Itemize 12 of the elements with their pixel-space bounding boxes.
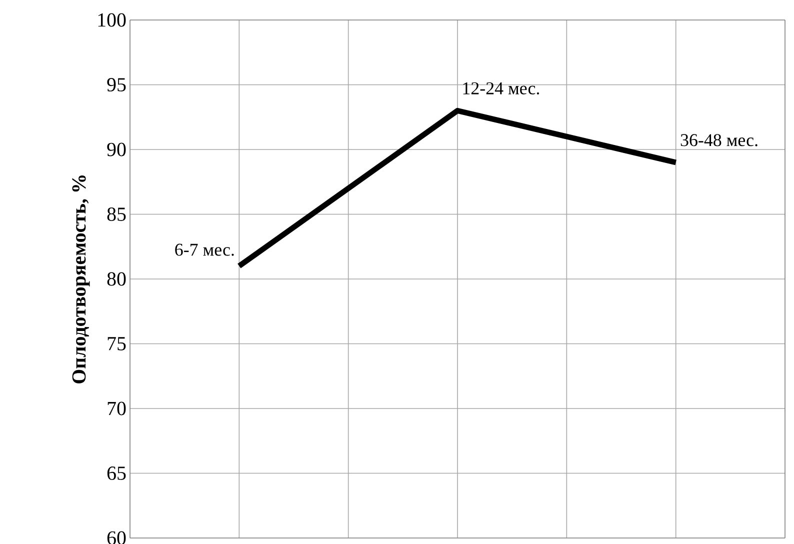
y-tick-label: 95 [107,78,126,92]
y-tick-label: 85 [107,208,126,221]
y-tick-label: 75 [108,337,126,350]
y-tick-label: 70 [108,402,126,416]
y-tick-label: 80 [107,272,126,286]
y-tick-label: 65 [107,466,126,480]
y-axis-title: Оплодотворяемость, % [72,176,90,384]
y-tick-label: 90 [107,142,126,156]
annotation: 36-48 мес. [680,134,758,146]
y-tick-label: 100 [98,13,126,27]
annotation: 12-24 мес. [463,82,540,94]
annotation: 6-7 мес. [175,244,234,256]
